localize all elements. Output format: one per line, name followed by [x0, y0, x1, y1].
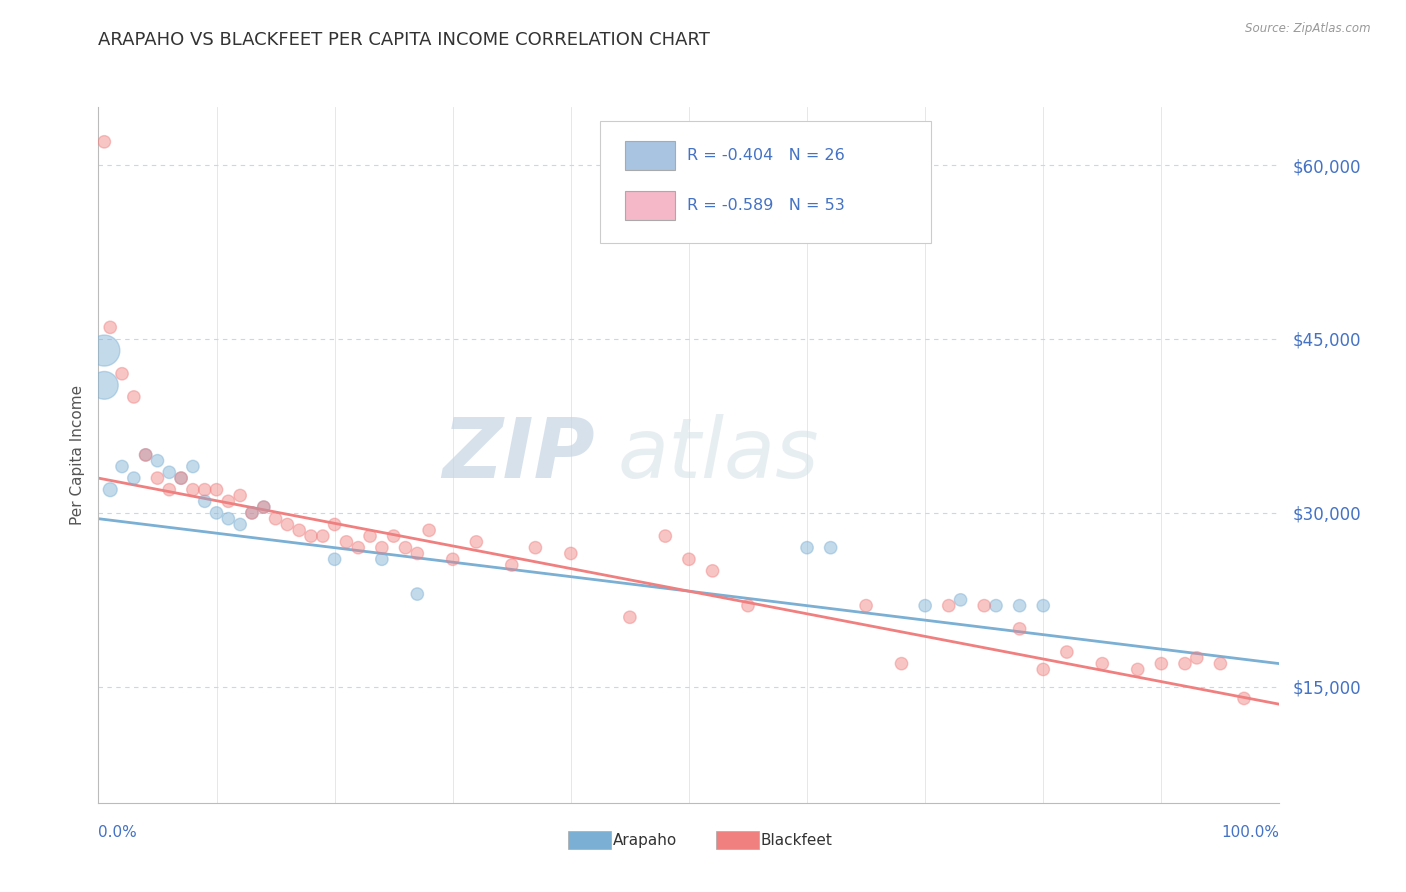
FancyBboxPatch shape: [716, 831, 759, 849]
Point: [217, 494, 239, 508]
Text: Blackfeet: Blackfeet: [761, 833, 832, 848]
Point: [181, 483, 204, 497]
Point: [1150, 657, 1173, 671]
Text: Source: ZipAtlas.com: Source: ZipAtlas.com: [1246, 22, 1371, 36]
Text: ARAPAHO VS BLACKFEET PER CAPITA INCOME CORRELATION CHART: ARAPAHO VS BLACKFEET PER CAPITA INCOME C…: [98, 31, 710, 49]
Point: [93, 343, 115, 358]
Point: [702, 564, 724, 578]
Point: [229, 489, 252, 503]
Point: [194, 483, 217, 497]
Point: [1185, 651, 1208, 665]
Point: [796, 541, 818, 555]
Point: [1032, 599, 1054, 613]
Point: [288, 523, 311, 537]
Point: [949, 592, 972, 607]
FancyBboxPatch shape: [568, 831, 612, 849]
Point: [406, 587, 429, 601]
Point: [170, 471, 193, 485]
Text: R = -0.589   N = 53: R = -0.589 N = 53: [686, 198, 845, 213]
Point: [1126, 662, 1149, 676]
Point: [465, 534, 488, 549]
Y-axis label: Per Capita Income: Per Capita Income: [69, 384, 84, 525]
Text: atlas: atlas: [619, 415, 820, 495]
Point: [111, 367, 134, 381]
Point: [347, 541, 370, 555]
Text: Arapaho: Arapaho: [613, 833, 678, 848]
Point: [914, 599, 936, 613]
Point: [264, 511, 287, 525]
Point: [93, 135, 115, 149]
Point: [890, 657, 912, 671]
Point: [135, 448, 157, 462]
FancyBboxPatch shape: [600, 121, 931, 243]
Point: [323, 517, 346, 532]
Point: [276, 517, 298, 532]
Point: [382, 529, 405, 543]
Point: [1056, 645, 1078, 659]
Point: [98, 483, 121, 497]
Point: [394, 541, 416, 555]
FancyBboxPatch shape: [626, 191, 675, 220]
Point: [253, 500, 276, 514]
Point: [157, 483, 180, 497]
Point: [619, 610, 641, 624]
Point: [335, 534, 357, 549]
Point: [1233, 691, 1256, 706]
Point: [217, 511, 239, 525]
Point: [855, 599, 877, 613]
Point: [1008, 622, 1031, 636]
Point: [181, 459, 204, 474]
Point: [323, 552, 346, 566]
Point: [1174, 657, 1197, 671]
Point: [93, 378, 115, 392]
Point: [299, 529, 322, 543]
Point: [820, 541, 842, 555]
Point: [371, 552, 394, 566]
Point: [1091, 657, 1114, 671]
Point: [98, 320, 121, 334]
Point: [678, 552, 700, 566]
Point: [973, 599, 995, 613]
Point: [157, 466, 180, 480]
Point: [737, 599, 759, 613]
Point: [146, 453, 169, 467]
Point: [253, 500, 276, 514]
Point: [1032, 662, 1054, 676]
Point: [312, 529, 335, 543]
Point: [371, 541, 394, 555]
Point: [524, 541, 547, 555]
Point: [205, 506, 228, 520]
Point: [1209, 657, 1232, 671]
Point: [122, 471, 145, 485]
Point: [984, 599, 1007, 613]
Point: [1008, 599, 1031, 613]
Point: [441, 552, 464, 566]
Point: [229, 517, 252, 532]
Point: [654, 529, 676, 543]
Point: [406, 546, 429, 561]
Text: R = -0.404   N = 26: R = -0.404 N = 26: [686, 148, 845, 163]
Point: [111, 459, 134, 474]
Point: [240, 506, 263, 520]
Text: 100.0%: 100.0%: [1222, 825, 1279, 840]
Point: [170, 471, 193, 485]
Point: [501, 558, 523, 573]
Point: [194, 494, 217, 508]
Point: [240, 506, 263, 520]
Point: [205, 483, 228, 497]
Point: [418, 523, 440, 537]
Text: 0.0%: 0.0%: [98, 825, 138, 840]
Point: [146, 471, 169, 485]
Text: ZIP: ZIP: [441, 415, 595, 495]
Point: [122, 390, 145, 404]
Point: [560, 546, 582, 561]
Point: [359, 529, 381, 543]
Point: [135, 448, 157, 462]
FancyBboxPatch shape: [626, 141, 675, 170]
Point: [938, 599, 960, 613]
